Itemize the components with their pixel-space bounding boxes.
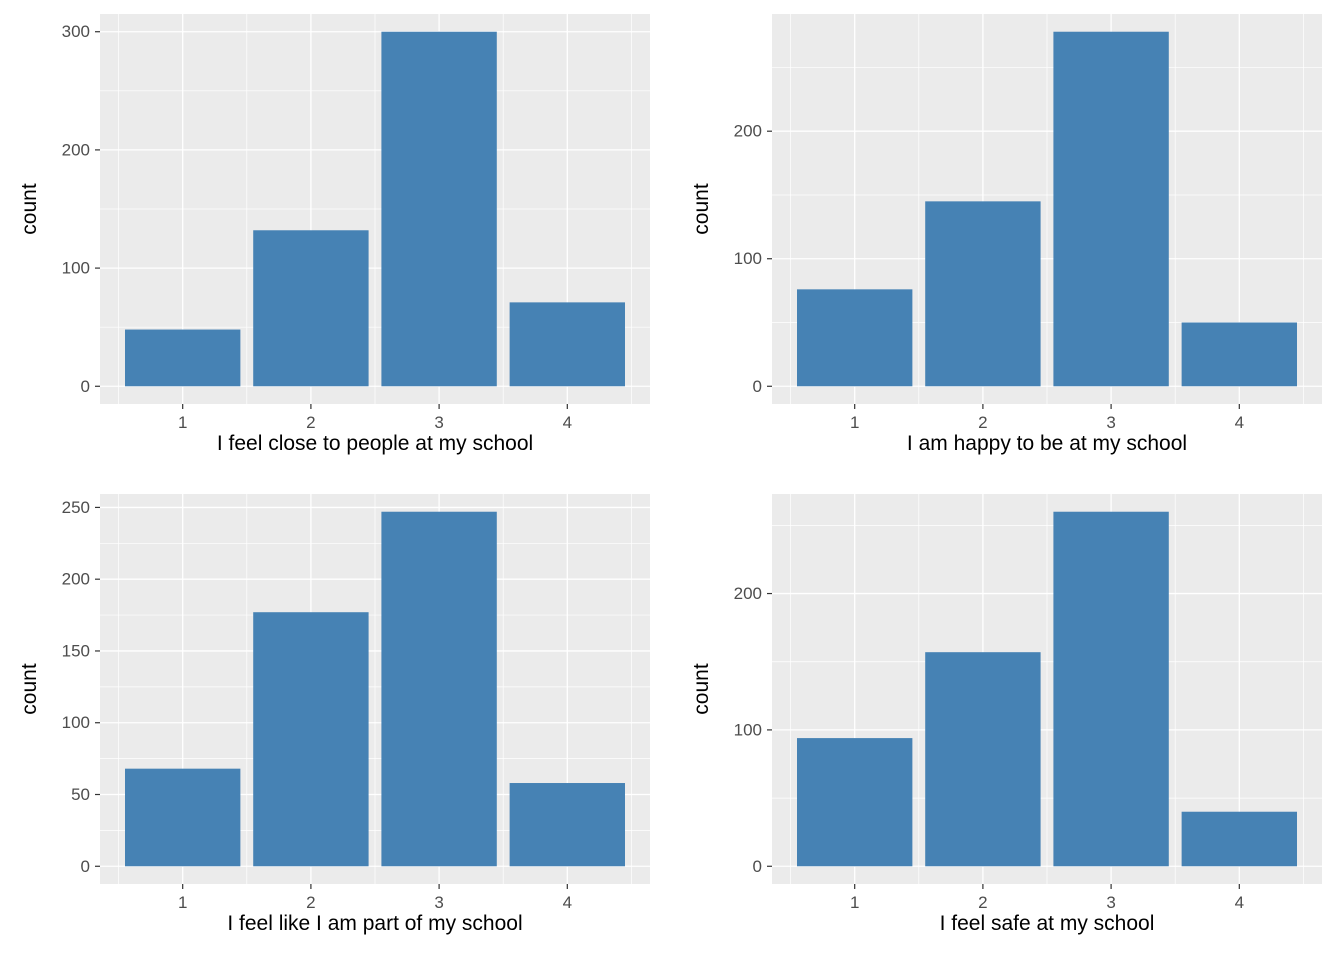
svg-text:0: 0	[81, 377, 90, 396]
svg-text:200: 200	[62, 140, 90, 159]
svg-text:1: 1	[178, 413, 187, 432]
chart-panel-part-of-school: 0 50 100 150 200 250 1 2 3 4 count I feel like I …	[0, 480, 672, 960]
svg-text:2: 2	[978, 893, 987, 912]
bar-chart-happy-at-school: 0 100 200 1 2 3 4	[734, 14, 1322, 432]
svg-text:0: 0	[81, 857, 90, 876]
x-axis-title: I feel like I am part of my school	[227, 912, 523, 935]
svg-text:0: 0	[753, 857, 762, 876]
svg-text:250: 250	[62, 498, 90, 517]
svg-text:200: 200	[734, 584, 762, 603]
svg-text:2: 2	[306, 893, 315, 912]
svg-text:200: 200	[734, 122, 762, 141]
svg-text:150: 150	[62, 641, 90, 660]
svg-text:0: 0	[753, 377, 762, 396]
svg-text:100: 100	[734, 249, 762, 268]
svg-text:3: 3	[434, 893, 443, 912]
svg-text:100: 100	[734, 720, 762, 739]
y-axis-title: count	[690, 663, 713, 715]
svg-text:4: 4	[1235, 893, 1244, 912]
bar-chart-feel-safe: 0 100 200 1 2 3 4	[734, 494, 1322, 912]
svg-text:3: 3	[1106, 893, 1115, 912]
chart-panel-close-to-people: 0 100 200 300 1 2 3 4 count I feel close to peo…	[0, 0, 672, 480]
bar-chart-part-of-school: 0 50 100 150 200 250 1 2 3 4	[62, 494, 650, 912]
x-axis-title: I feel close to people at my school	[216, 432, 534, 455]
y-axis-title: count	[690, 183, 713, 235]
svg-text:2: 2	[978, 413, 987, 432]
chart-panel-happy-at-school: 0 100 200 1 2 3 4 count I am happy to be at my…	[672, 0, 1344, 480]
svg-text:4: 4	[1235, 413, 1244, 432]
x-axis-title: I am happy to be at my school	[906, 432, 1188, 455]
svg-text:50: 50	[71, 785, 90, 804]
svg-text:300: 300	[62, 22, 90, 41]
svg-text:3: 3	[434, 413, 443, 432]
svg-text:3: 3	[1106, 413, 1115, 432]
svg-text:1: 1	[178, 893, 187, 912]
svg-text:1: 1	[850, 893, 859, 912]
y-axis-title: count	[18, 183, 41, 235]
svg-text:4: 4	[563, 893, 572, 912]
svg-text:1: 1	[850, 413, 859, 432]
svg-text:2: 2	[306, 413, 315, 432]
y-axis-title: count	[18, 663, 41, 715]
svg-text:100: 100	[62, 713, 90, 732]
bar-chart-close-to-people: 0 100 200 300 1 2 3 4	[62, 14, 650, 432]
svg-text:4: 4	[563, 413, 572, 432]
x-axis-title: I feel safe at my school	[939, 912, 1155, 935]
chart-panel-feel-safe: 0 100 200 1 2 3 4 count I feel safe at my scho…	[672, 480, 1344, 960]
svg-text:100: 100	[62, 259, 90, 278]
svg-text:200: 200	[62, 570, 90, 589]
